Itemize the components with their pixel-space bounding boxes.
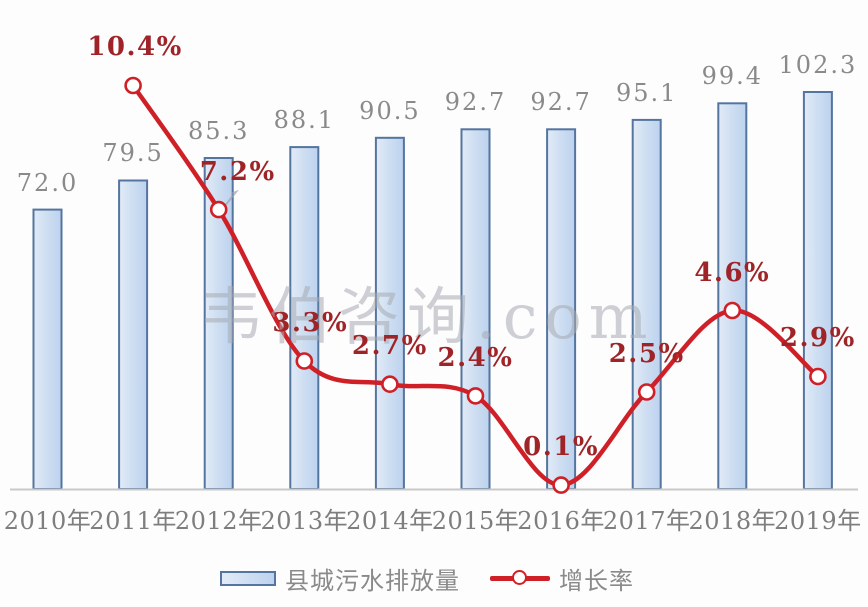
bar-2011年	[118, 179, 149, 490]
bar-2014年	[374, 136, 405, 491]
growth-rate-label: 2.4%	[437, 342, 514, 373]
line-marker-icon	[552, 476, 570, 494]
bar-value-label: 95.1	[615, 78, 678, 107]
legend-line-marker-icon	[512, 570, 527, 585]
x-axis-label: 2018年	[688, 507, 777, 535]
x-axis-label: 2014年	[346, 507, 434, 535]
x-axis-label: 2015年	[431, 507, 520, 535]
growth-rate-label: 3.3%	[272, 307, 349, 338]
legend-line-swatch	[490, 569, 550, 587]
bar-value-label: 90.5	[359, 96, 421, 125]
line-marker-icon	[209, 200, 228, 219]
line-marker-icon	[381, 375, 399, 394]
bar-value-label: 79.5	[102, 139, 164, 168]
growth-rate-label: 7.2%	[199, 156, 276, 187]
bar-value-label: 102.3	[778, 51, 858, 79]
line-marker-icon	[809, 367, 827, 386]
x-axis-label: 2010年	[3, 507, 92, 535]
legend: 县城污水排放量 增长率	[220, 562, 634, 595]
line-marker-icon	[295, 352, 314, 370]
bar-2015年	[460, 128, 491, 491]
bar-value-label: 92.7	[444, 88, 507, 117]
legend-line-label: 增长率	[559, 566, 634, 595]
line-marker-icon	[466, 387, 485, 405]
cursor-artifact	[223, 189, 239, 208]
growth-rate-label: 2.7%	[351, 331, 428, 362]
x-axis-label: 2011年	[89, 507, 177, 535]
bar-value-label: 99.4	[701, 62, 764, 91]
x-axis-label: 2019年	[774, 507, 862, 535]
growth-rate-label: 2.5%	[608, 339, 685, 369]
x-axis-label: 2016年	[517, 507, 605, 535]
bar-2018年	[717, 102, 748, 491]
line-marker-icon	[637, 383, 656, 401]
bar-2017年	[631, 118, 662, 491]
bar-value-label: 72.0	[16, 168, 79, 197]
line-marker-icon	[723, 301, 742, 320]
bar-2019年	[802, 91, 833, 490]
x-axis-label: 2012年	[174, 507, 263, 535]
x-axis-label: 2013年	[260, 507, 349, 535]
growth-rate-label: 10.4%	[87, 32, 183, 63]
bar-value-label: 88.1	[273, 106, 336, 135]
growth-rate-label: 0.1%	[523, 432, 600, 463]
bar-2013年	[289, 146, 320, 490]
growth-rate-label: 4.6%	[694, 257, 771, 288]
legend-bar-label: 县城污水排放量	[285, 566, 460, 595]
bar-2010年	[32, 208, 63, 490]
x-axis-label: 2017年	[602, 507, 691, 535]
bar-value-label: 85.3	[187, 116, 250, 145]
line-marker-icon	[124, 76, 142, 95]
legend-bar-swatch	[220, 570, 276, 586]
bar-value-label: 92.7	[530, 88, 592, 117]
growth-rate-label: 2.9%	[779, 323, 856, 354]
